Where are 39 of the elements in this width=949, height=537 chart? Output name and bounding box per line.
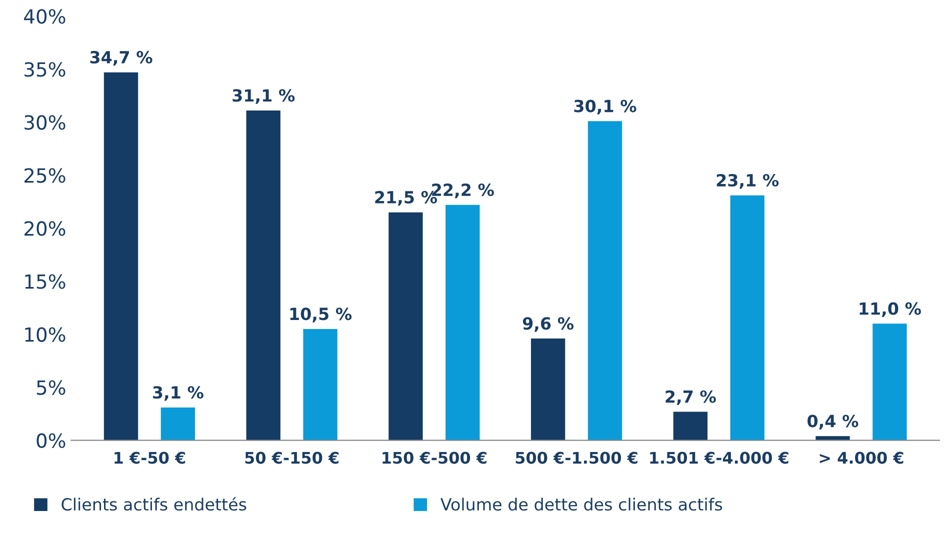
y-tick-label: 0% <box>36 433 66 448</box>
data-label: 3,1 % <box>153 386 204 401</box>
y-tick-label: 15% <box>25 274 66 289</box>
data-label: 10,5 % <box>290 308 352 322</box>
data-label: 30,1 % <box>574 100 636 114</box>
bar <box>388 212 423 440</box>
data-label: 34,7 % <box>90 50 152 66</box>
y-tick-label: 40% <box>24 9 66 24</box>
bar <box>104 72 138 440</box>
bar <box>872 324 907 440</box>
data-label: 2,7 % <box>666 390 716 406</box>
bar <box>303 328 338 440</box>
bar <box>730 195 764 440</box>
legend-label: Clients actifs endettés <box>62 497 246 511</box>
y-tick-label: 20% <box>24 221 66 236</box>
data-label: 31,1 % <box>232 89 295 104</box>
bar <box>673 412 708 440</box>
y-tick-label: 10% <box>25 327 66 342</box>
data-label: 11,0 % <box>860 302 921 318</box>
x-tick-label: > 4.000 € <box>820 452 904 464</box>
y-tick-label: 30% <box>24 115 66 130</box>
x-tick-label: 50 €-150 € <box>245 452 339 464</box>
x-tick-label: 1 €-50 € <box>114 452 186 464</box>
bar <box>816 436 850 440</box>
x-tick-label: 1.501 €-4.000 € <box>650 452 788 464</box>
y-tick-label: 5% <box>36 380 66 395</box>
data-label: 23,1 % <box>716 174 779 189</box>
x-tick-label: 150 €-500 € <box>382 452 486 464</box>
y-tick-label: 35% <box>24 62 66 77</box>
bar <box>246 110 280 440</box>
data-label: 9,6 % <box>522 317 574 332</box>
bar <box>160 407 196 440</box>
y-tick-label: 25% <box>24 168 66 183</box>
bar <box>588 121 622 440</box>
bar <box>446 204 480 440</box>
x-tick-label: 500 €-1.500 € <box>516 452 638 464</box>
bar <box>530 338 566 440</box>
data-label: 0,4 % <box>808 414 858 430</box>
legend-label: Volume de dette des clients actifs <box>440 498 722 511</box>
